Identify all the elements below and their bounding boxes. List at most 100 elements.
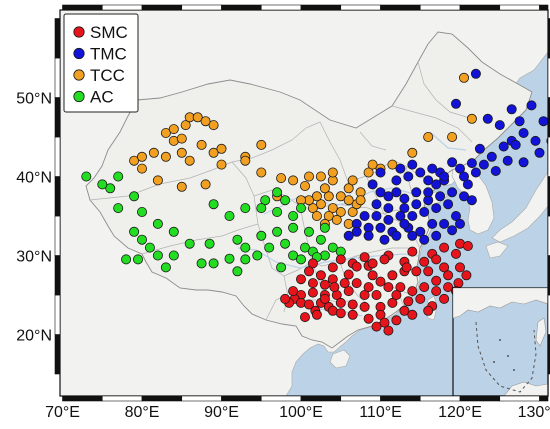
station-ac: [252, 250, 263, 261]
station-tmc: [494, 120, 505, 131]
station-ac: [184, 238, 195, 249]
station-tmc: [375, 167, 386, 178]
station-ac: [113, 171, 124, 182]
station-ac: [97, 179, 108, 190]
station-ac: [168, 226, 179, 237]
station-ac: [208, 199, 219, 210]
station-tcc: [176, 181, 187, 192]
station-smc: [431, 275, 442, 286]
inset-island: [507, 355, 509, 357]
station-ac: [232, 266, 243, 277]
station-smc: [367, 258, 378, 269]
frame-segment: [547, 136, 550, 177]
station-tmc: [411, 187, 422, 198]
station-tcc: [367, 159, 378, 170]
station-tcc: [319, 183, 330, 194]
station-smc: [443, 270, 454, 281]
frame-segment: [300, 4, 342, 11]
longitude-tick-label: 70°E: [45, 404, 80, 421]
station-tcc: [347, 206, 358, 217]
station-tcc: [323, 191, 334, 202]
station-markers: [81, 68, 548, 336]
station-tmc: [470, 68, 481, 79]
station-smc: [359, 289, 370, 300]
station-smc: [311, 309, 322, 320]
frame-segment: [547, 18, 550, 59]
station-tcc: [335, 191, 346, 202]
station-tmc: [399, 218, 410, 229]
station-tmc: [526, 100, 537, 111]
station-tmc: [427, 163, 438, 174]
station-smc: [363, 313, 374, 324]
frame-segment: [62, 4, 103, 11]
station-smc: [335, 308, 346, 319]
hainan-island: [329, 349, 351, 369]
station-ac: [240, 242, 251, 253]
frame-segment: [547, 215, 550, 256]
station-smc: [319, 293, 330, 304]
station-ac: [288, 250, 299, 261]
map-body: [60, 10, 548, 396]
station-ac: [280, 195, 291, 206]
station-smc: [462, 240, 473, 251]
station-ac: [81, 171, 92, 182]
station-ac: [264, 242, 275, 253]
station-smc: [431, 254, 442, 265]
station-tcc: [208, 120, 219, 131]
frame-segment: [539, 395, 549, 402]
station-smc: [359, 301, 370, 312]
frame-segment: [181, 4, 222, 11]
frame-segment: [547, 57, 550, 98]
station-tmc: [530, 135, 541, 146]
station-smc: [339, 278, 350, 289]
latitude-tick-label: 50°N: [16, 91, 52, 108]
station-ac: [272, 206, 283, 217]
frame-segment: [340, 4, 381, 11]
station-smc: [383, 282, 394, 293]
station-tcc: [407, 147, 418, 158]
station-tcc: [387, 159, 398, 170]
frame-segment: [54, 176, 61, 217]
station-smc: [359, 252, 370, 263]
station-tcc: [168, 124, 179, 135]
station-tcc: [466, 113, 477, 124]
station-smc: [347, 299, 358, 310]
station-smc: [431, 286, 442, 297]
station-smc: [419, 282, 430, 293]
frame-segment: [54, 215, 61, 256]
frame-segment: [54, 57, 61, 98]
station-tmc: [454, 163, 465, 174]
station-tcc: [200, 116, 211, 127]
station-ac: [303, 226, 314, 237]
longitude-tick-label: 90°E: [204, 404, 239, 421]
station-smc: [351, 261, 362, 272]
station-smc: [379, 254, 390, 265]
station-tcc: [256, 139, 267, 150]
station-smc: [419, 256, 430, 267]
frame-segment: [380, 4, 421, 11]
frame-segment: [539, 4, 549, 11]
station-ac: [160, 262, 171, 273]
station-tmc: [391, 187, 402, 198]
station-smc: [307, 278, 318, 289]
frame-segment: [547, 176, 550, 217]
station-tcc: [180, 120, 191, 131]
station-smc: [307, 258, 318, 269]
station-smc: [443, 282, 454, 293]
station-ac: [295, 254, 306, 265]
longitude-tick-label: 120°E: [438, 404, 482, 421]
station-tcc: [216, 143, 227, 154]
station-ac: [152, 218, 163, 229]
station-tcc: [196, 139, 207, 150]
station-ac: [232, 234, 243, 245]
station-smc: [401, 262, 412, 273]
station-ac: [240, 254, 251, 265]
station-smc: [363, 282, 374, 293]
station-tcc: [327, 167, 338, 178]
station-smc: [391, 289, 402, 300]
station-tcc: [240, 155, 251, 166]
station-smc: [407, 309, 418, 320]
frame-segment: [547, 97, 550, 138]
station-ac: [315, 234, 326, 245]
station-ac: [208, 258, 219, 269]
